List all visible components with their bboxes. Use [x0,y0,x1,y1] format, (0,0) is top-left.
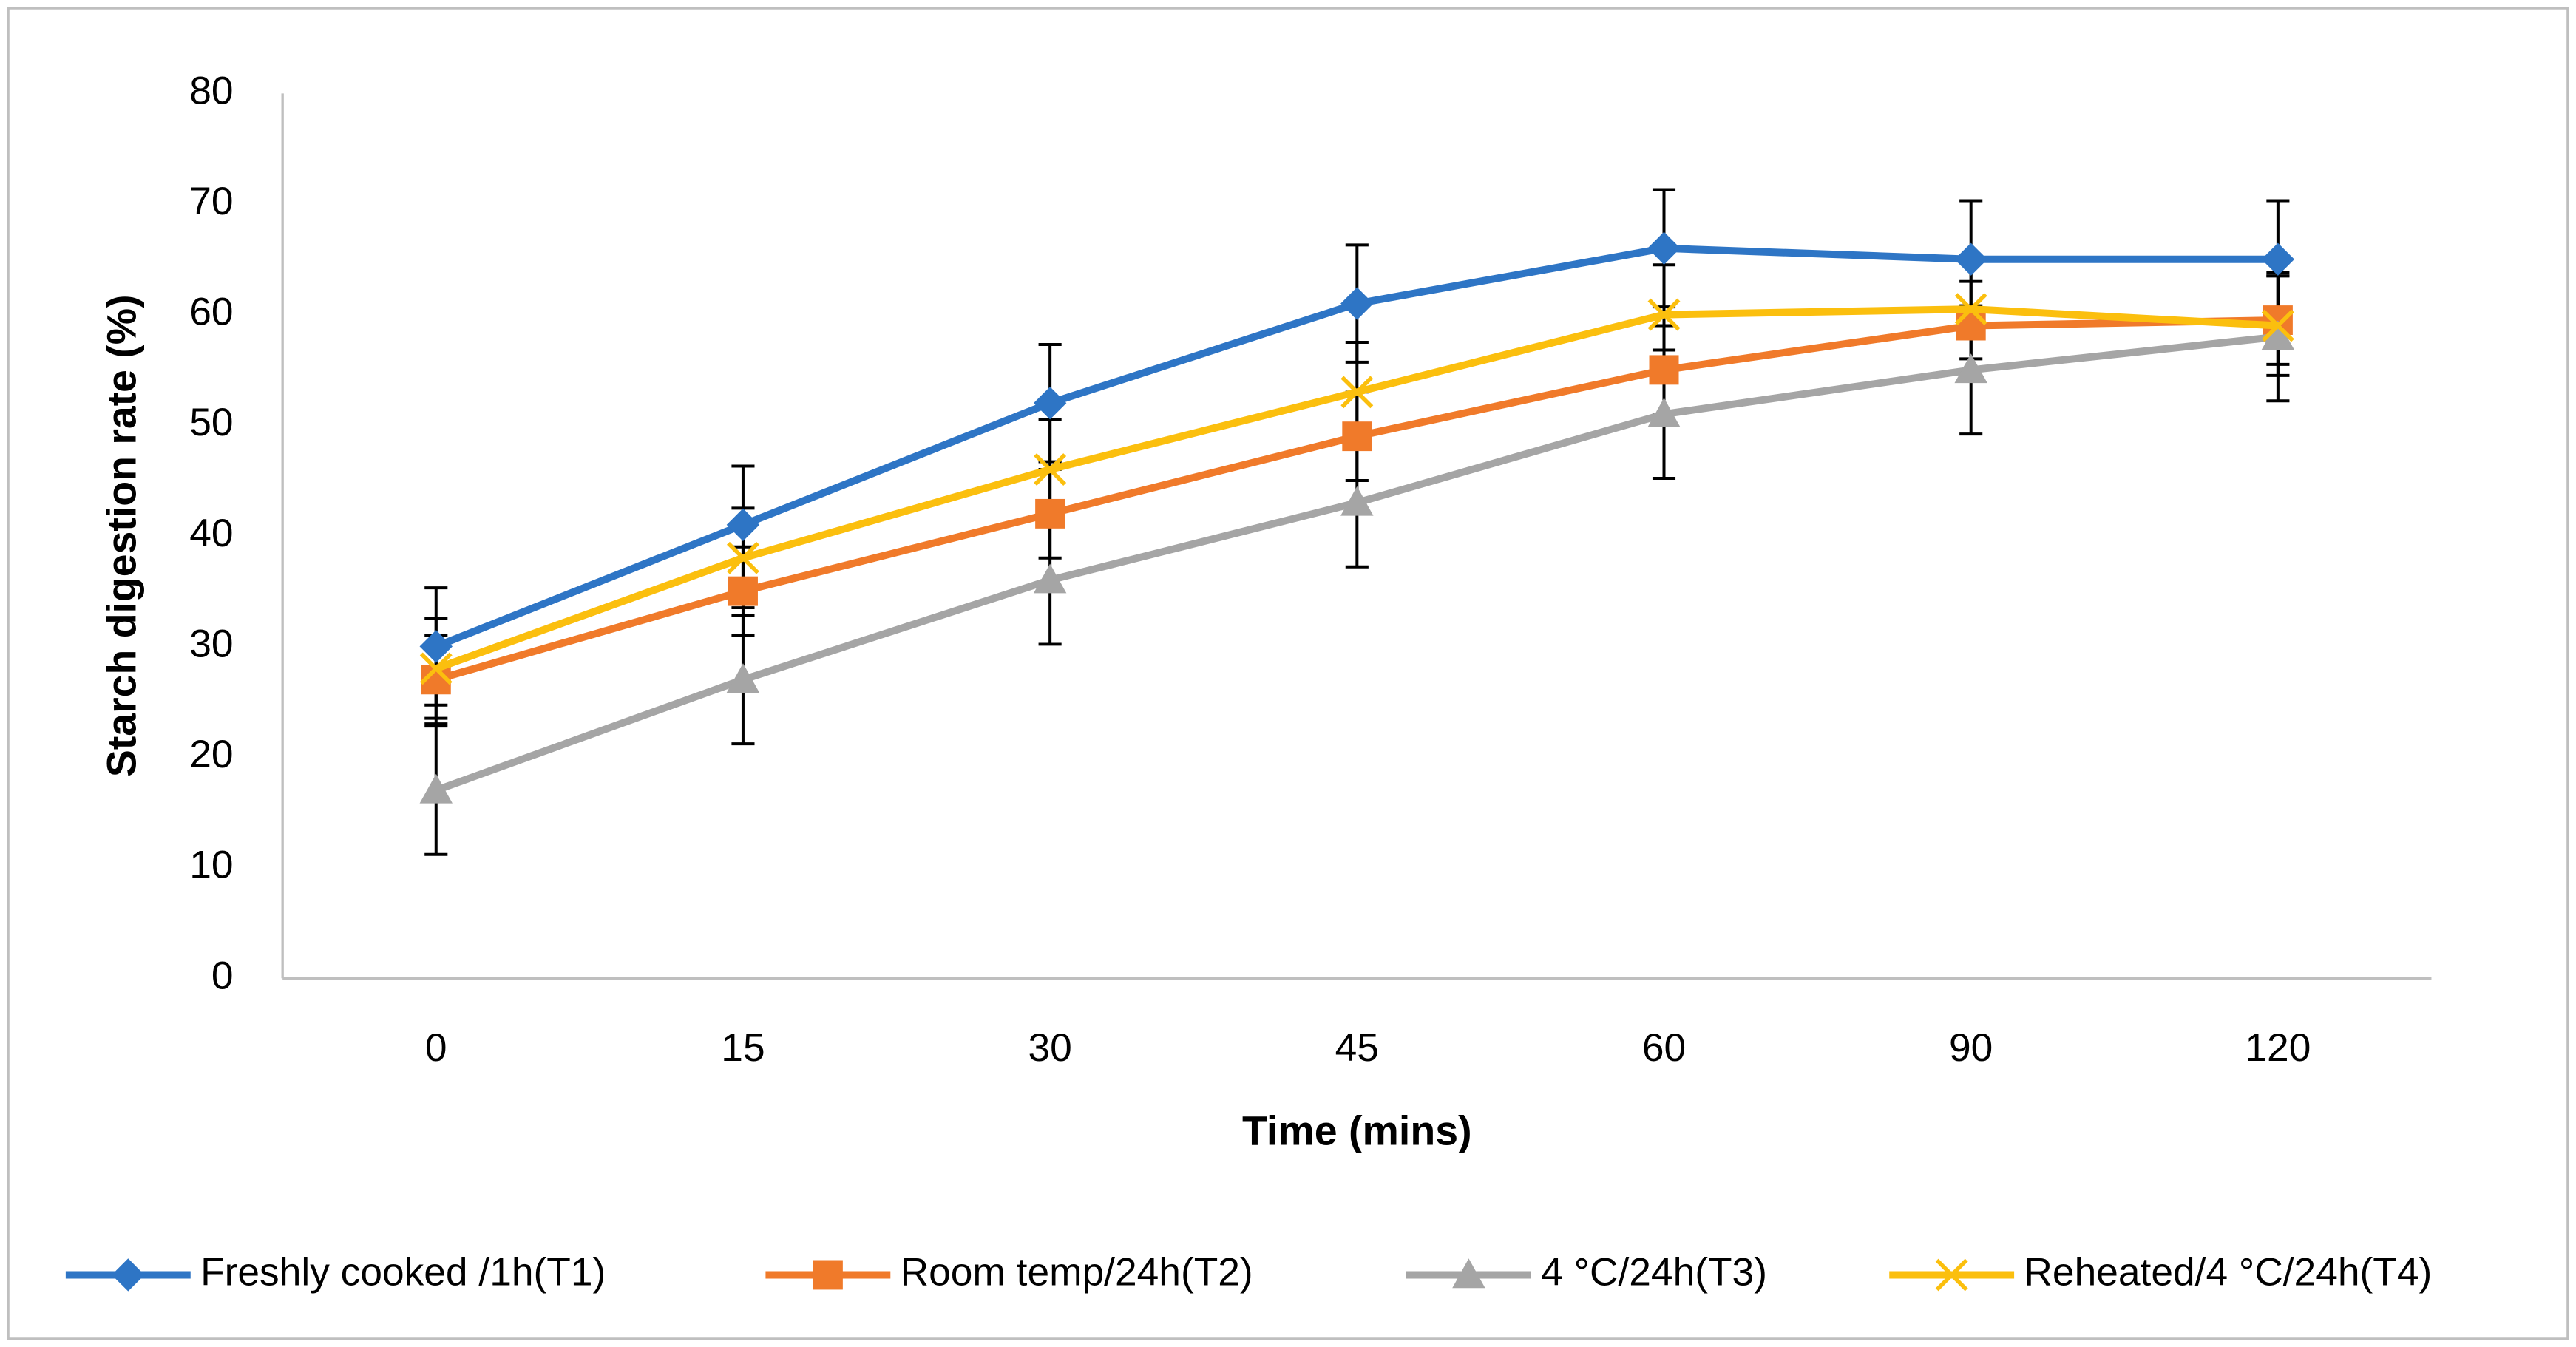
marker-square [1342,421,1372,452]
marker-x [1647,298,1681,331]
x-tick-label: 120 [2245,1026,2311,1070]
y-tick-label: 10 [189,844,233,887]
marker-x [1954,293,1987,326]
x-tick-label: 45 [1335,1026,1379,1070]
marker-diamond [1954,242,1987,276]
marker-diamond [112,1258,145,1292]
marker-triangle [1954,353,1987,384]
marker-x [1034,453,1067,486]
y-tick-label: 50 [189,401,233,444]
marker-triangle [726,663,760,693]
marker-x [1935,1258,1968,1292]
legend-item: Room temp/24h(T2) [765,1251,1253,1295]
y-tick-label: 30 [189,622,233,666]
marker-x [419,652,453,685]
legend-label: 4 °C/24h(T3) [1541,1251,1767,1295]
y-tick-label: 20 [189,733,233,776]
y-tick-label: 60 [189,291,233,334]
marker-triangle [1033,563,1067,594]
legend-label: Reheated/4 °C/24h(T4) [2024,1251,2432,1295]
legend-item: Reheated/4 °C/24h(T4) [1889,1251,2432,1295]
x-axis-title: Time (mins) [1242,1108,1472,1154]
marker-triangle [1340,486,1374,516]
marker-x [726,541,759,574]
marker-diamond [1033,387,1067,420]
marker-square [813,1260,843,1290]
legend-item: 4 °C/24h(T3) [1406,1251,1767,1295]
marker-square [728,576,758,606]
marker-x [2261,309,2294,342]
marker-square [1956,311,1986,341]
x-tick-label: 90 [1949,1026,1993,1070]
marker-triangle [419,773,453,804]
marker-triangle [1452,1258,1485,1289]
marker-diamond [2261,242,2295,276]
x-tick-label: 15 [721,1026,765,1070]
marker-triangle [1647,398,1681,427]
x-tick-label: 30 [1028,1026,1071,1070]
marker-square [1649,355,1679,385]
legend-label: Freshly cooked /1h(T1) [200,1251,606,1295]
marker-diamond [1340,287,1374,320]
marker-square [1035,498,1065,529]
marker-triangle [2261,320,2295,350]
y-tick-label: 80 [189,69,233,112]
legend-item: Freshly cooked /1h(T1) [65,1251,606,1295]
y-tick-label: 40 [189,512,233,555]
x-tick-label: 0 [425,1026,447,1070]
marker-diamond [726,508,760,542]
legend-label: Room temp/24h(T2) [901,1251,1253,1295]
marker-x [1340,376,1374,409]
x-tick-label: 60 [1642,1026,1686,1070]
y-tick-label: 0 [211,954,234,997]
y-axis-title: Starch digestion rate (%) [98,294,144,777]
y-tick-label: 70 [189,180,233,223]
